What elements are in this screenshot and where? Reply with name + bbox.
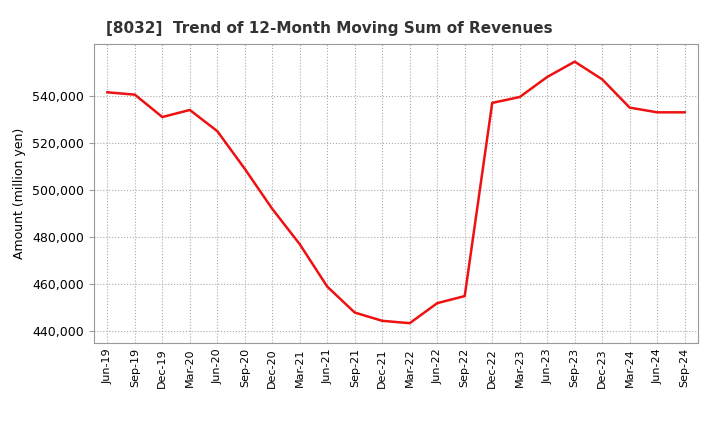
Y-axis label: Amount (million yen): Amount (million yen) [14, 128, 27, 259]
Text: [8032]  Trend of 12-Month Moving Sum of Revenues: [8032] Trend of 12-Month Moving Sum of R… [106, 21, 552, 36]
